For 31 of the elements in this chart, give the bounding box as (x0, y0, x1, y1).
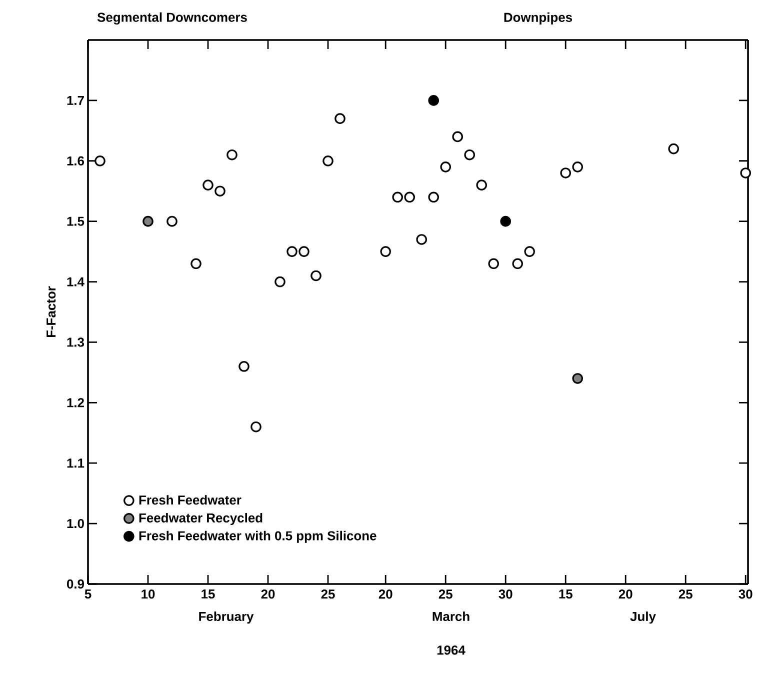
y-tick-label: 1.6 (67, 156, 84, 166)
y-tick-label: 0.9 (66, 579, 84, 589)
chart-title: Downpipes (504, 12, 572, 24)
text: 1964 (437, 646, 466, 655)
x-tick-label: 20 (378, 590, 392, 599)
y-tick-label: 1.3 (67, 338, 84, 347)
y-tick-label: 1.7 (67, 96, 84, 105)
y-tick-label: 1.2 (67, 398, 84, 408)
x-tick-label: 20 (618, 590, 632, 599)
legend-label: Feedwater Recycled (139, 512, 262, 526)
x-tick-label: 30 (738, 590, 752, 599)
y-tick-label: 1.0 (67, 518, 84, 528)
chart-title: Segmental Downcomers (97, 12, 247, 25)
x-tick-label: 10 (142, 590, 155, 599)
x-tick-label: 25 (678, 590, 692, 599)
y-tick-label: 1.4 (67, 277, 84, 286)
x-axis-title: March (432, 612, 470, 622)
x-tick-label: 20 (261, 590, 275, 599)
x-tick-label: 15 (559, 590, 572, 599)
x-tick-label: 25 (321, 590, 335, 599)
x-tick-label: 15 (202, 590, 215, 599)
text: Fresh Feedwater with 0.5 ppm Silicone (139, 530, 376, 543)
y-tick-label: 1.1 (67, 458, 84, 468)
y-axis-title: F-Factor (46, 286, 56, 338)
legend-label: Fresh Feedwater (139, 495, 242, 505)
y-tick-label: 1.5 (67, 216, 84, 226)
x-axis-title: February (199, 612, 254, 624)
x-axis-title: July (630, 612, 656, 624)
x-tick-label: 30 (498, 590, 512, 599)
x-tick-label: 25 (438, 590, 452, 599)
x-tick-label: 5 (84, 590, 92, 599)
